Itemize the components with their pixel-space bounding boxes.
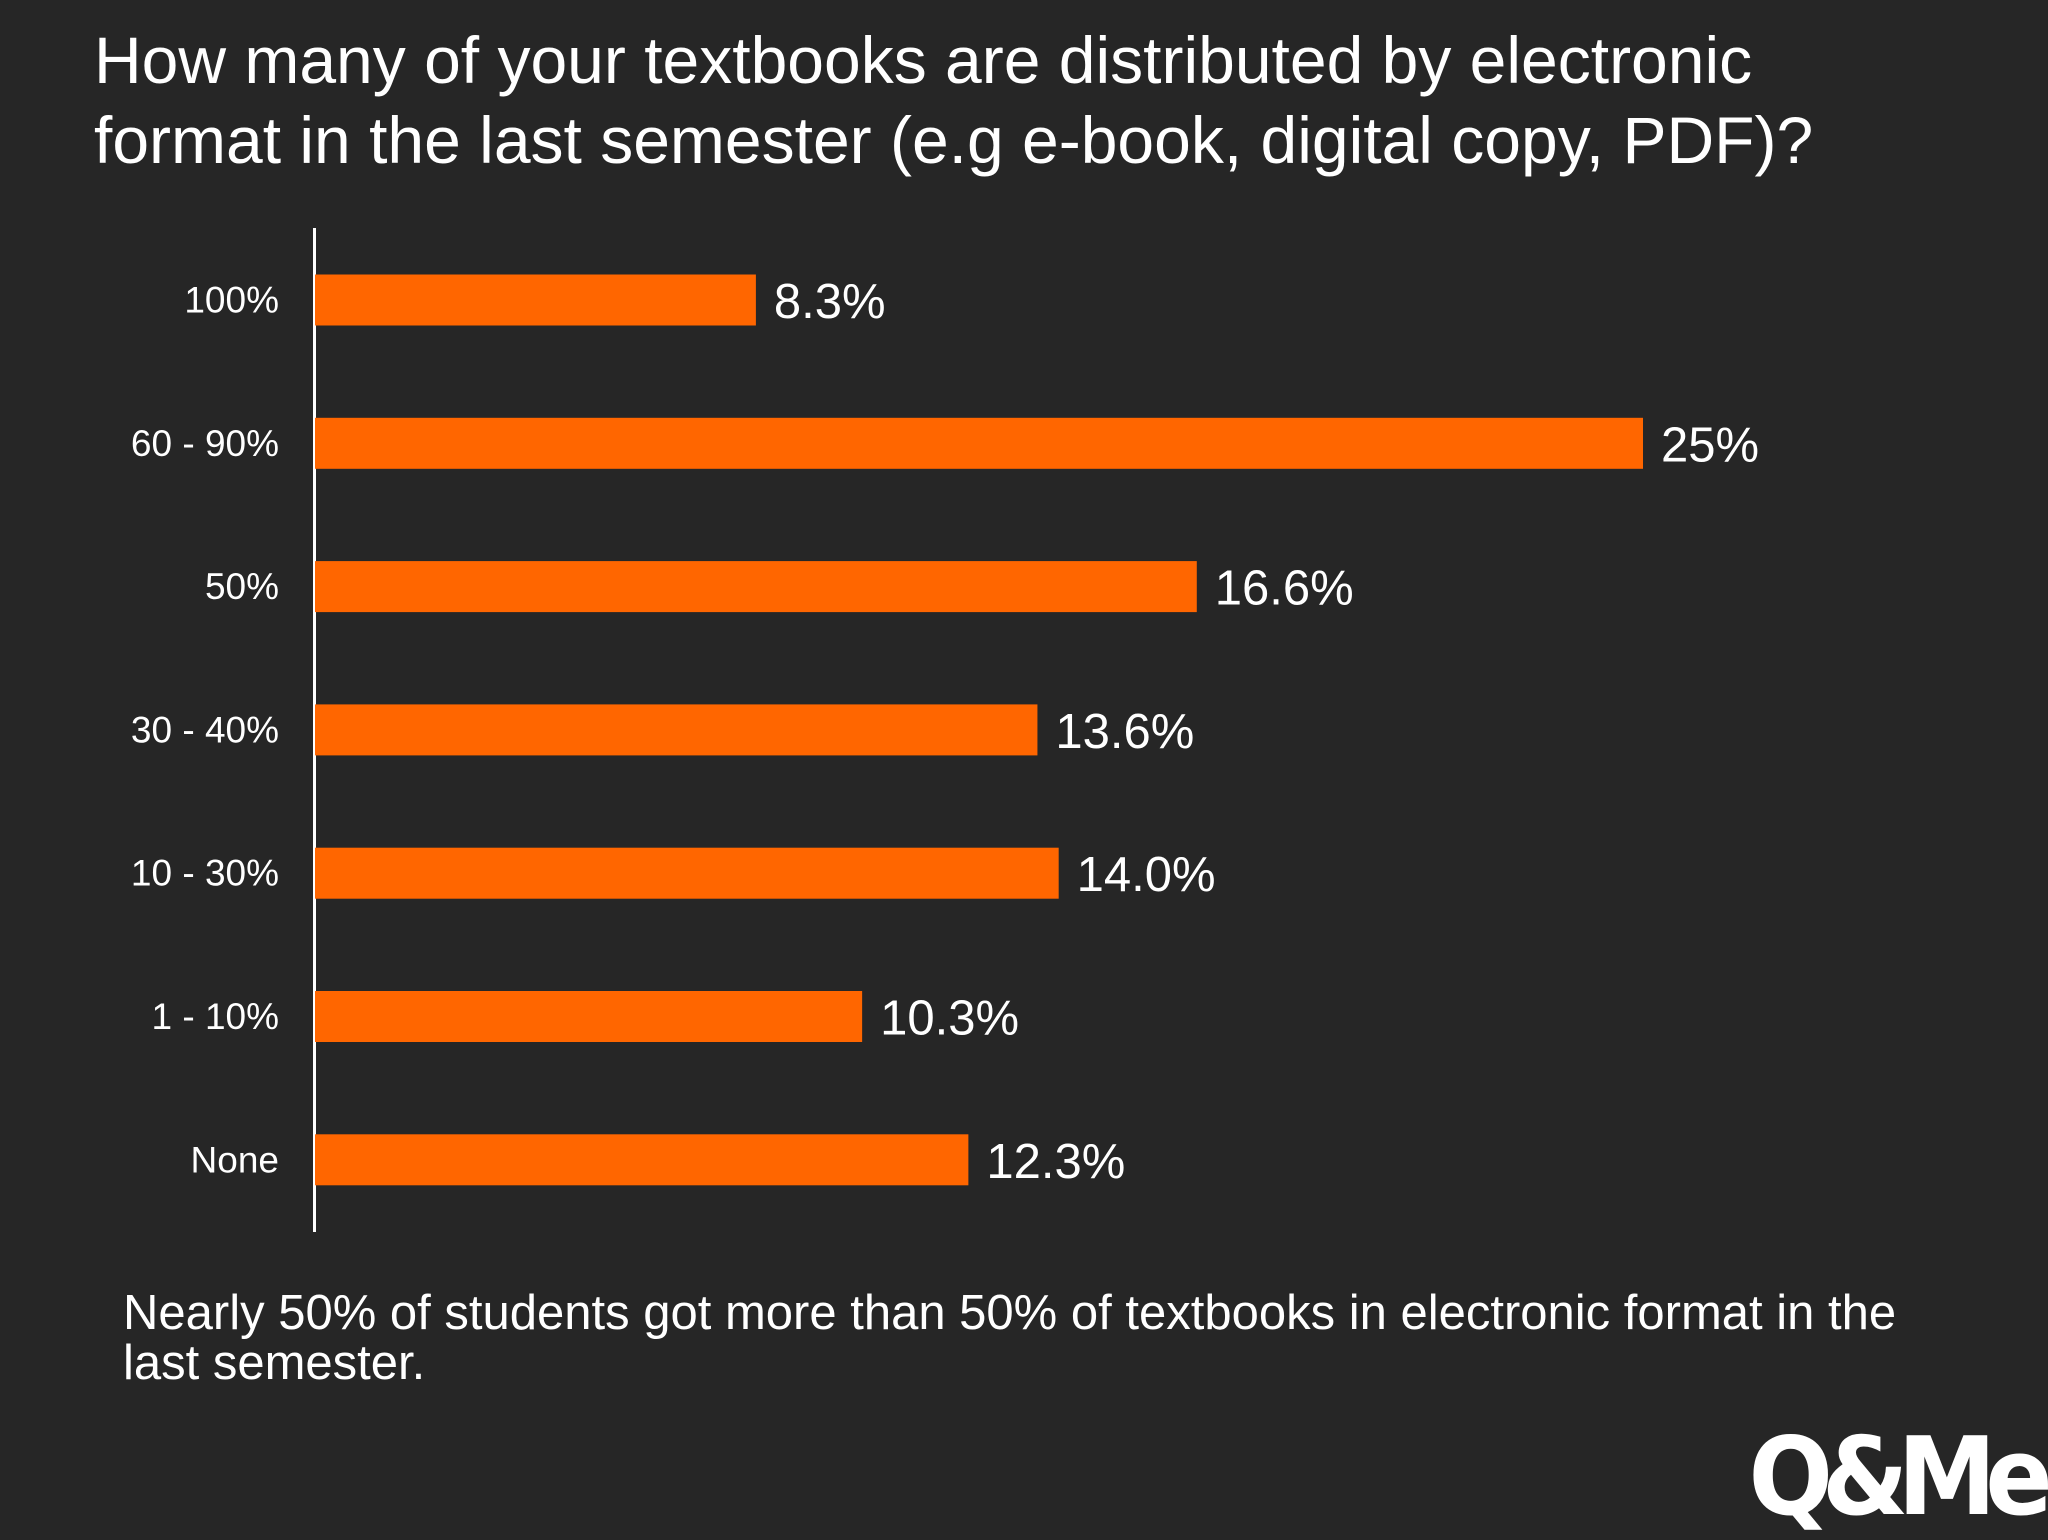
category-label: 1 - 10% (151, 996, 279, 1037)
value-label: 25% (1661, 418, 1759, 472)
chart-caption: Nearly 50% of students got more than 50%… (123, 1286, 1897, 1390)
bar (315, 1134, 969, 1186)
category-label: 10 - 30% (131, 853, 279, 894)
bar (315, 417, 1643, 469)
value-label: 8.3% (774, 275, 886, 329)
qme-logo: Q&Me (1748, 1415, 2048, 1540)
value-label: 14.0% (1077, 848, 1216, 902)
bar (315, 847, 1059, 899)
bar (315, 561, 1197, 613)
category-label-group: 100% 60 - 90% 50% 30 - 40% 10 - 30% 1 - 10% No… (131, 280, 279, 1181)
category-label: None (191, 1139, 279, 1180)
value-label: 10.3% (880, 992, 1019, 1046)
category-label: 50% (205, 566, 279, 607)
bar (315, 704, 1038, 756)
chart-title: How many of your textbooks are distribut… (94, 23, 1814, 177)
value-label: 12.3% (986, 1135, 1125, 1189)
bar-group (315, 274, 1643, 1186)
value-label: 13.6% (1055, 705, 1194, 759)
bar (315, 991, 863, 1042)
category-label: 60 - 90% (131, 423, 279, 464)
category-label: 100% (184, 280, 279, 321)
value-label-group: 8.3% 25% 16.6% 13.6% 14.0% 10.3% 12.3% (774, 275, 1759, 1189)
value-label: 16.6% (1215, 562, 1354, 616)
bar (315, 274, 756, 326)
category-label: 30 - 40% (131, 709, 279, 750)
